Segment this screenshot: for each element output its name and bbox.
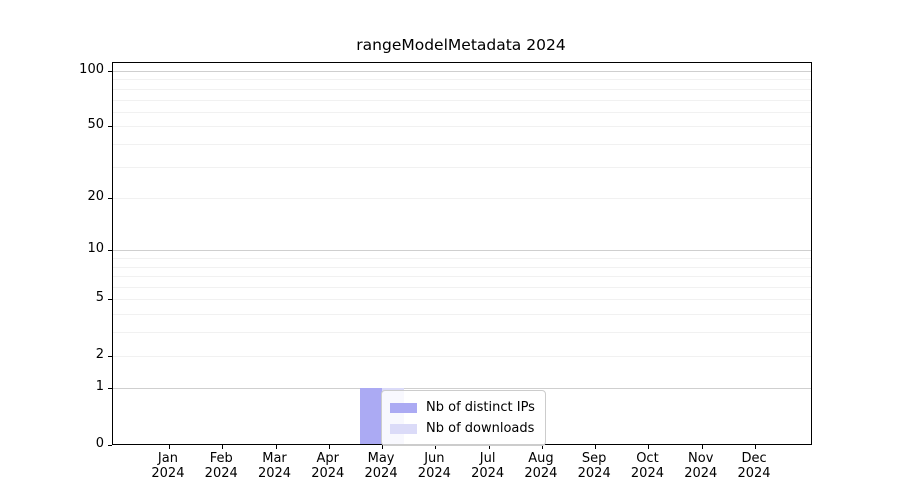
x-tick-mark bbox=[701, 445, 703, 449]
x-axis-tick-label: May 2024 bbox=[364, 451, 398, 481]
gridline-major bbox=[113, 250, 811, 252]
y-axis-tick-label: 100 bbox=[79, 62, 104, 77]
y-tick-mark bbox=[108, 71, 112, 72]
gridline-minor bbox=[113, 258, 811, 260]
y-tick-mark bbox=[108, 388, 112, 390]
gridline-major bbox=[113, 388, 811, 390]
x-axis-tick-label: Jan 2024 bbox=[151, 451, 185, 481]
gridline-minor bbox=[113, 287, 811, 289]
y-axis-tick-label: 1 bbox=[95, 379, 104, 395]
plot-area: Nb of distinct IPs Nb of downloads bbox=[108, 62, 812, 449]
legend-swatch-distinct-ips bbox=[390, 402, 417, 413]
legend-label-downloads: Nb of downloads bbox=[426, 421, 535, 436]
gridline-minor bbox=[113, 266, 811, 268]
y-axis-tick-label: 20 bbox=[87, 189, 104, 205]
x-tick-mark bbox=[328, 445, 330, 449]
x-tick-mark bbox=[222, 445, 224, 449]
x-axis-tick-label: Apr 2024 bbox=[311, 451, 345, 481]
chart-title: rangeModelMetadata 2024 bbox=[356, 36, 566, 54]
x-tick-mark bbox=[435, 445, 437, 449]
x-axis-tick-label: Jun 2024 bbox=[417, 451, 451, 481]
x-tick-mark bbox=[382, 445, 384, 449]
x-axis-tick-label: Nov 2024 bbox=[684, 451, 718, 481]
legend-label-distinct-ips: Nb of distinct IPs bbox=[426, 400, 535, 415]
y-tick-mark bbox=[108, 198, 112, 200]
gridline-minor bbox=[113, 299, 811, 301]
bar-nb-of-distinct-ips bbox=[360, 388, 383, 444]
gridline-minor bbox=[113, 88, 811, 90]
x-axis-tick-label: Aug 2024 bbox=[524, 451, 558, 481]
y-tick-mark bbox=[108, 126, 112, 128]
legend-item-distinct-ips: Nb of distinct IPs bbox=[390, 397, 535, 418]
y-tick-mark bbox=[108, 299, 112, 301]
gridline-minor bbox=[113, 355, 811, 357]
gridline-minor bbox=[113, 198, 811, 200]
x-axis-tick-label: Sep 2024 bbox=[577, 451, 611, 481]
y-axis-tick-label: 50 bbox=[87, 117, 104, 133]
gridline-minor bbox=[113, 332, 811, 334]
gridline-major bbox=[113, 71, 811, 72]
x-tick-mark bbox=[595, 445, 597, 449]
y-axis-tick-label: 0 bbox=[95, 435, 104, 451]
y-axis-tick-label: 10 bbox=[87, 241, 104, 257]
legend-swatch-downloads bbox=[390, 423, 417, 434]
legend: Nb of distinct IPs Nb of downloads bbox=[381, 390, 546, 446]
x-tick-mark bbox=[275, 445, 277, 449]
gridline-minor bbox=[113, 276, 811, 278]
x-axis-tick-label: Feb 2024 bbox=[204, 451, 238, 481]
gridline-minor bbox=[113, 111, 811, 113]
y-axis-tick-label: 5 bbox=[95, 290, 104, 306]
x-axis-tick-label: Oct 2024 bbox=[630, 451, 664, 481]
x-tick-mark bbox=[755, 445, 757, 449]
y-tick-mark bbox=[108, 444, 112, 446]
x-axis-tick-label: Dec 2024 bbox=[737, 451, 771, 481]
gridline-minor bbox=[113, 99, 811, 101]
x-tick-mark bbox=[488, 445, 490, 449]
gridline-minor bbox=[113, 166, 811, 168]
x-tick-mark bbox=[541, 445, 543, 449]
x-tick-mark bbox=[168, 445, 170, 449]
x-tick-mark bbox=[648, 445, 650, 449]
gridline-minor bbox=[113, 79, 811, 81]
y-axis-tick-label: 2 bbox=[95, 346, 104, 362]
legend-item-downloads: Nb of downloads bbox=[390, 418, 535, 439]
gridline-minor bbox=[113, 314, 811, 316]
x-axis-tick-label: Mar 2024 bbox=[257, 451, 292, 481]
gridline-minor bbox=[113, 126, 811, 128]
gridline-minor bbox=[113, 143, 811, 145]
x-axis-tick-label: Jul 2024 bbox=[471, 451, 505, 481]
y-tick-mark bbox=[108, 355, 112, 357]
y-tick-mark bbox=[108, 250, 112, 252]
